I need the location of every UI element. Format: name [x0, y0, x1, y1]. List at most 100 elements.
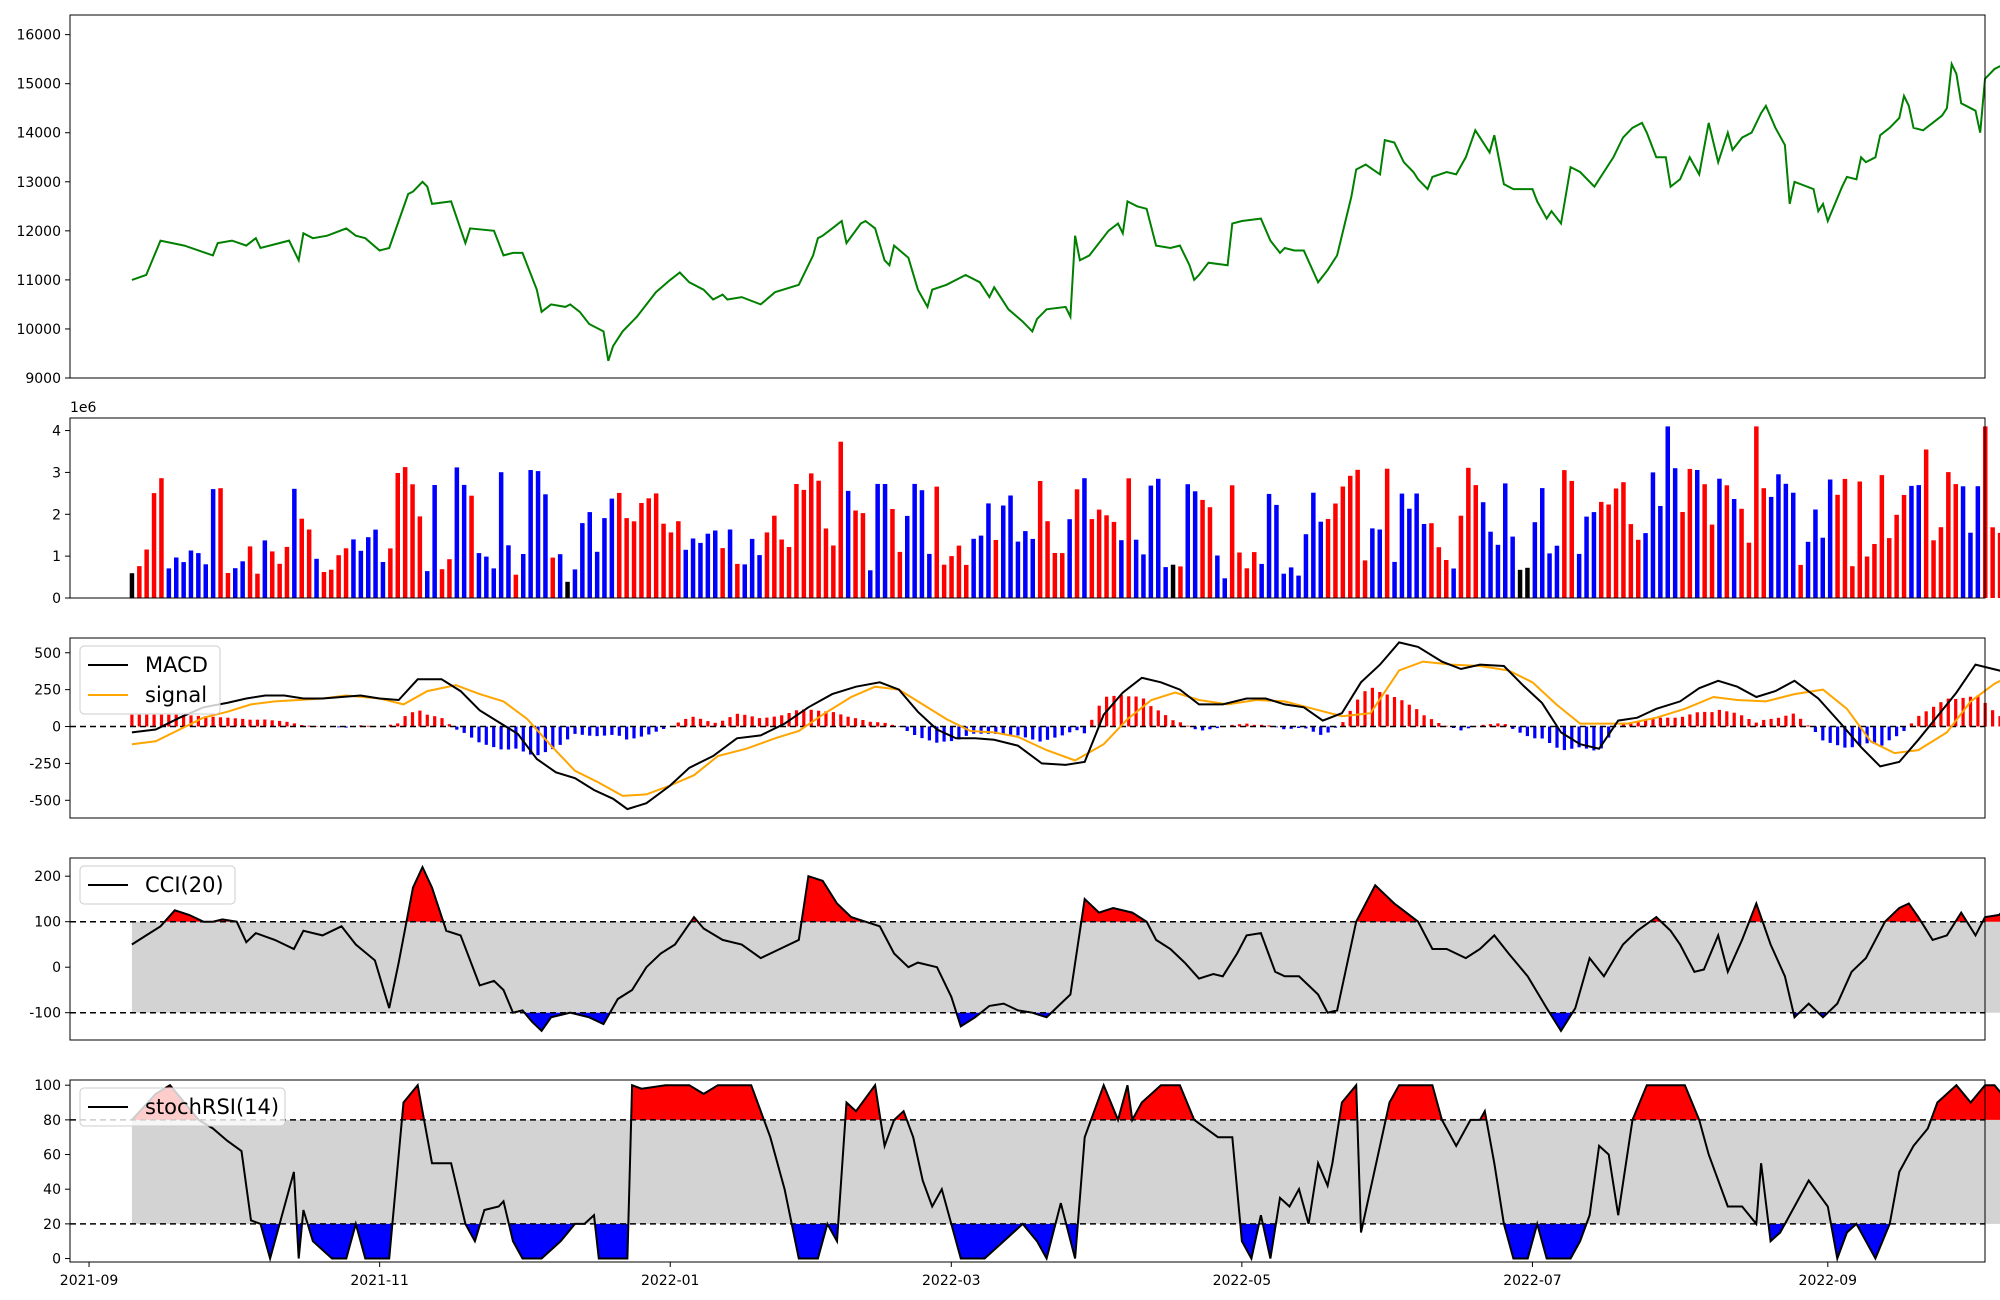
macd-histogram-bar [602, 726, 607, 736]
macd-histogram-bar [1038, 726, 1042, 742]
volume-bar [1584, 516, 1589, 598]
volume-bar [1746, 542, 1752, 598]
macd-histogram-bar [1924, 711, 1928, 727]
volume-bar [1023, 531, 1028, 598]
macd-histogram-bar [1872, 726, 1877, 744]
macd-histogram-bar [255, 719, 260, 727]
macd-histogram-bar [167, 714, 171, 727]
cci-oversold-fill-3 [1549, 1012, 1573, 1031]
macd-histogram-bar [595, 726, 599, 737]
volume-bar [1348, 475, 1353, 598]
volume-bar [1311, 492, 1316, 598]
macd-histogram-bar [1511, 726, 1515, 729]
macd-histogram-bar [1570, 726, 1574, 749]
macd-histogram-bar [580, 726, 584, 735]
volume-bar [624, 518, 629, 598]
stochrsi-oversold-fill-13 [1768, 1223, 1785, 1242]
macd-histogram-bar [573, 726, 577, 734]
volume-bar [1192, 491, 1198, 598]
volume-bar [1384, 468, 1390, 598]
cci-line [131, 864, 2000, 1033]
volume-bar [1207, 507, 1213, 598]
macd-histogram-bar [300, 725, 304, 727]
volume-bar [1156, 478, 1161, 598]
y-tick-label: 16000 [16, 28, 61, 44]
y-tick-label: 100 [34, 915, 61, 931]
volume-bar [1879, 475, 1885, 598]
macd-histogram-bar [876, 722, 880, 727]
macd-histogram-bar [1481, 724, 1485, 727]
macd-histogram-bar [1584, 726, 1589, 749]
macd-histogram-bar [1599, 726, 1603, 749]
y-tick-label: 12000 [16, 224, 61, 240]
macd-histogram-bar [566, 726, 570, 740]
stochrsi-oversold-fill-9 [1240, 1223, 1259, 1259]
macd-histogram-bar [1341, 722, 1345, 727]
macd-histogram-bar [211, 716, 215, 727]
macd-histogram-bar [1991, 710, 1995, 727]
volume-bar [210, 489, 216, 598]
volume-bar [764, 532, 770, 598]
macd-histogram-bar [698, 718, 703, 727]
y-tick-label: 0 [52, 591, 61, 607]
macd-histogram-bar [868, 721, 872, 727]
stochrsi-overbought-fill-9 [1632, 1085, 1700, 1120]
volume-bar [1960, 486, 1966, 598]
macd-histogram-bar [1806, 725, 1810, 727]
y-tick-label: 500 [34, 646, 61, 662]
macd-histogram-bar [1496, 723, 1500, 727]
volume-bar [1458, 515, 1464, 598]
macd-histogram-bar [285, 721, 289, 727]
volume-bar [890, 509, 895, 598]
volume-bar [993, 540, 999, 598]
y-tick-label: -100 [29, 1006, 61, 1022]
volume-bar [1229, 485, 1235, 598]
volume-bar [698, 542, 703, 598]
volume-bar [742, 564, 747, 598]
macd-histogram-bar [1895, 726, 1899, 737]
macd-histogram-bar [1747, 719, 1751, 727]
macd-histogram-bar [846, 716, 850, 727]
volume-bar [1975, 486, 1981, 598]
volume-bar [1909, 485, 1914, 598]
volume-bar [1636, 539, 1641, 598]
volume-bar [1340, 486, 1346, 598]
volume-bar [587, 512, 592, 598]
macd-histogram-bar [728, 717, 732, 727]
volume-bar [425, 571, 430, 598]
chart-panels: 9000100001100012000130001400015000160000… [16, 14, 2000, 1289]
macd-histogram-bar [1644, 720, 1648, 727]
volume-bar [388, 548, 393, 598]
volume-bar [203, 564, 208, 598]
macd-histogram-bar [418, 710, 422, 727]
macd-histogram-bar [1651, 718, 1655, 727]
macd-histogram-bar [757, 718, 762, 727]
volume-bar [461, 484, 467, 598]
macd-histogram-bar [1274, 726, 1278, 728]
macd-histogram-bar [506, 726, 511, 750]
volume-bar [882, 484, 888, 598]
macd-histogram-bar [1518, 726, 1522, 733]
volume-bar [919, 490, 925, 598]
volume-bar [897, 551, 903, 598]
macd-histogram-bar [477, 726, 481, 743]
macd-histogram-bar [610, 726, 614, 735]
macd-histogram-bar [1466, 726, 1470, 729]
volume-bar [927, 553, 932, 598]
volume-bar [1887, 538, 1892, 598]
volume-bar [1303, 534, 1309, 598]
volume-bar [1060, 553, 1065, 598]
volume-bar [986, 503, 991, 598]
macd-histogram-bar [898, 726, 902, 727]
y-tick-label: 100 [34, 1078, 61, 1094]
volume-bar [329, 569, 334, 598]
volume-bar [262, 540, 268, 598]
volume-bar [336, 555, 341, 598]
macd-histogram-bar [972, 726, 976, 734]
volume-bar [779, 539, 784, 598]
volume-bar [1473, 485, 1478, 598]
macd-histogram-bar [233, 718, 237, 727]
macd-histogram-bar [1828, 726, 1832, 743]
volume-bar [432, 485, 437, 598]
macd-histogram-bar [1045, 726, 1050, 740]
